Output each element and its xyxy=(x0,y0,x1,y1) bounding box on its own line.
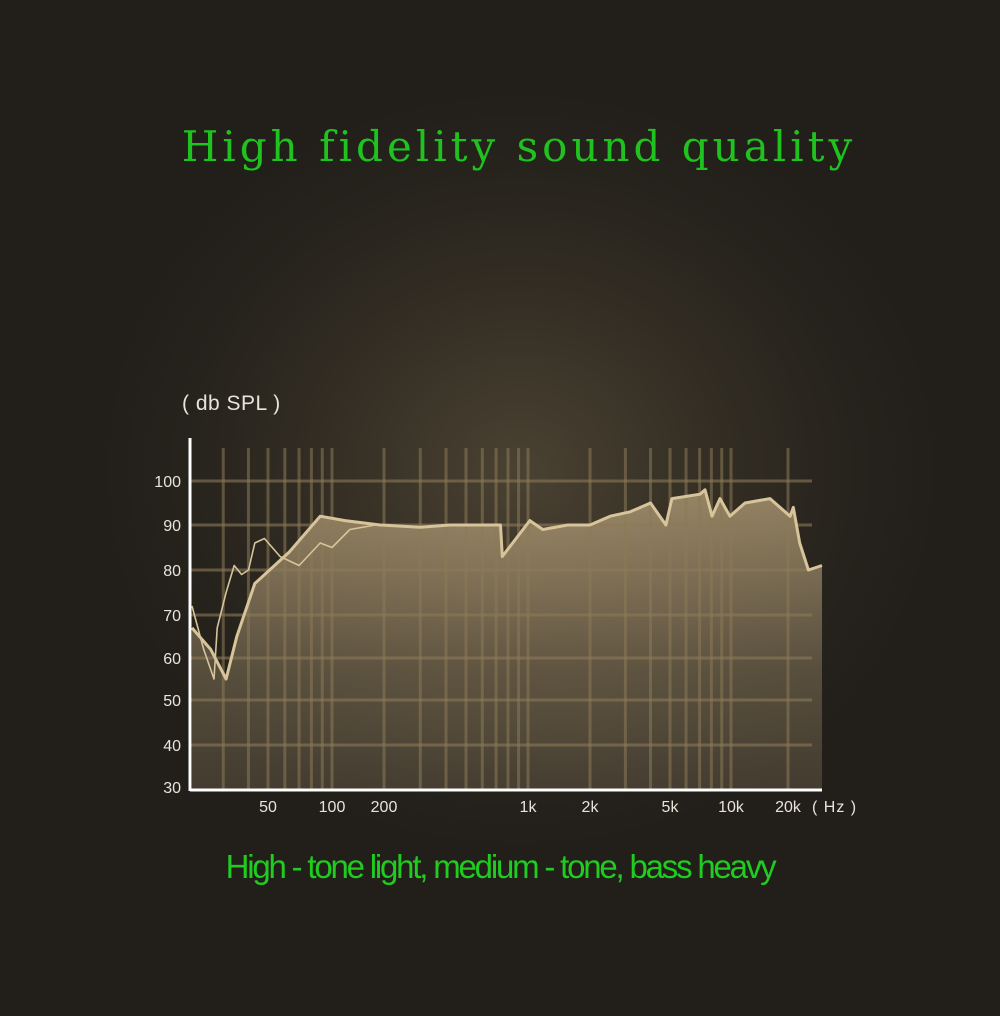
y-tick-label: 80 xyxy=(163,563,181,580)
x-tick-label: 1k xyxy=(520,799,538,816)
page-title: High fidelity sound quality xyxy=(181,122,857,171)
response-line-secondary xyxy=(191,524,376,680)
y-tick-label: 50 xyxy=(163,693,181,710)
x-tick-label: 2k xyxy=(582,799,600,816)
x-tick-label: 10k xyxy=(718,799,745,816)
x-tick-label: 20k xyxy=(775,799,802,816)
response-line-main xyxy=(190,488,823,681)
y-tick-label: 40 xyxy=(163,738,181,755)
y-tick-label: 90 xyxy=(163,518,181,535)
y-tick-label: 60 xyxy=(163,651,181,668)
x-tick-label: 100 xyxy=(319,799,346,816)
y-axis-label: ( db SPL ) xyxy=(182,392,281,415)
y-tick-label: 30 xyxy=(163,780,181,797)
x-axis-label: ( Hz ) xyxy=(812,799,857,816)
x-tick-label: 5k xyxy=(662,799,680,816)
x-tick-label: 200 xyxy=(371,799,398,816)
y-tick-label: 100 xyxy=(154,474,181,491)
y-tick-label: 70 xyxy=(163,608,181,625)
x-tick-label: 50 xyxy=(259,799,277,816)
subtitle: High - tone light, medium - tone, bass h… xyxy=(225,848,777,885)
